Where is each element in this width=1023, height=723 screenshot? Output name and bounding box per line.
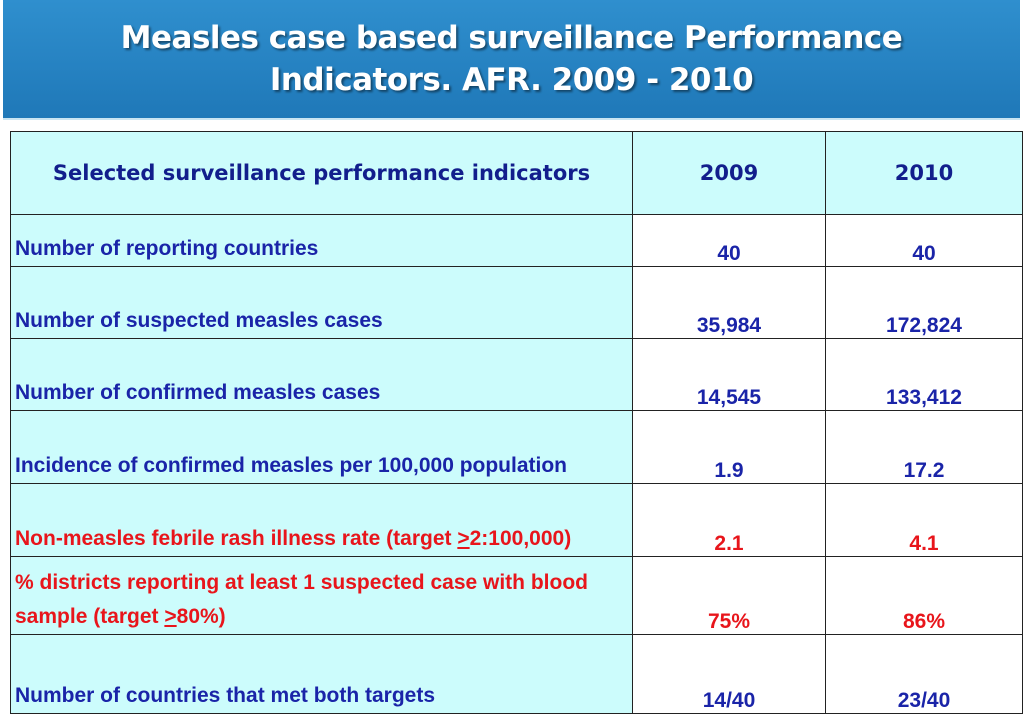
label-text: 2:100,000) xyxy=(469,527,572,550)
title-bar: Measles case based surveillance Performa… xyxy=(3,0,1020,120)
indicators-table: Selected surveillance performance indica… xyxy=(10,131,1023,714)
row-label: Number of reporting countries xyxy=(10,214,633,267)
gte-symbol: > xyxy=(164,605,177,628)
value-2009: 35,984 xyxy=(632,266,826,339)
slide-title: Measles case based surveillance Performa… xyxy=(120,20,903,98)
value-2009: 40 xyxy=(632,214,826,267)
value-2009: 14,545 xyxy=(632,338,826,411)
row-label: Number of suspected measles cases xyxy=(10,266,633,339)
table-row: Incidence of confirmed measles per 100,0… xyxy=(10,410,1023,484)
table-row: Number of confirmed measles cases 14,545… xyxy=(10,338,1023,411)
value-2010: 133,412 xyxy=(825,338,1023,411)
value-2010: 17.2 xyxy=(825,410,1023,484)
value-2010: 23/40 xyxy=(825,634,1023,714)
value-2010: 172,824 xyxy=(825,266,1023,339)
header-indicators: Selected surveillance performance indica… xyxy=(10,131,633,215)
label-text: % districts reporting at least 1 suspect… xyxy=(15,571,588,628)
table-row: % districts reporting at least 1 suspect… xyxy=(10,556,1023,635)
header-row: Selected surveillance performance indica… xyxy=(10,131,1023,215)
row-label: Number of confirmed measles cases xyxy=(10,338,633,411)
row-label: Non-measles febrile rash illness rate (t… xyxy=(10,483,633,557)
row-label: % districts reporting at least 1 suspect… xyxy=(10,556,633,635)
row-label: Incidence of confirmed measles per 100,0… xyxy=(10,410,633,484)
value-2009: 2.1 xyxy=(632,483,826,557)
value-2010: 4.1 xyxy=(825,483,1023,557)
header-2009: 2009 xyxy=(632,131,826,215)
row-label: Number of countries that met both target… xyxy=(10,634,633,714)
value-2010: 40 xyxy=(825,214,1023,267)
table-row: Number of suspected measles cases 35,984… xyxy=(10,266,1023,339)
label-text: 80%) xyxy=(176,605,226,628)
gte-symbol: > xyxy=(457,527,470,550)
table-row: Number of countries that met both target… xyxy=(10,634,1023,714)
value-2009: 75% xyxy=(632,556,826,635)
label-text: Non-measles febrile rash illness rate (t… xyxy=(15,527,458,550)
header-2010: 2010 xyxy=(825,131,1023,215)
value-2009: 14/40 xyxy=(632,634,826,714)
value-2009: 1.9 xyxy=(632,410,826,484)
value-2010: 86% xyxy=(825,556,1023,635)
table-row: Number of reporting countries 40 40 xyxy=(10,214,1023,267)
table-row: Non-measles febrile rash illness rate (t… xyxy=(10,483,1023,557)
